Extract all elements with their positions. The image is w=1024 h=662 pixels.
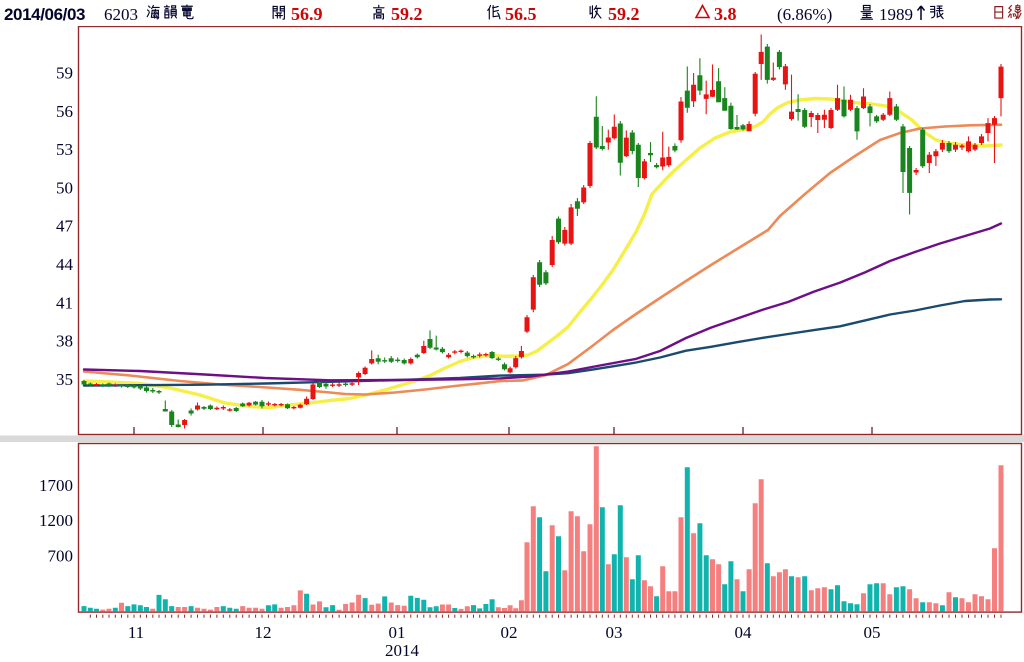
svg-text:44: 44 xyxy=(56,255,74,274)
svg-text:1700: 1700 xyxy=(39,476,73,495)
svg-text:35: 35 xyxy=(56,370,73,389)
svg-text:38: 38 xyxy=(56,332,73,351)
svg-text:56.5: 56.5 xyxy=(505,4,537,24)
svg-text:1989: 1989 xyxy=(879,5,913,24)
svg-text:700: 700 xyxy=(48,546,74,565)
svg-text:2014: 2014 xyxy=(385,641,420,660)
svg-text:6203: 6203 xyxy=(104,5,138,24)
svg-text:12: 12 xyxy=(255,623,272,642)
svg-text:59.2: 59.2 xyxy=(391,4,423,24)
svg-text:50: 50 xyxy=(56,178,73,197)
svg-text:05: 05 xyxy=(864,623,881,642)
svg-text:53: 53 xyxy=(56,140,73,159)
svg-text:3.8: 3.8 xyxy=(714,4,737,24)
svg-text:59.2: 59.2 xyxy=(608,4,640,24)
svg-text:59: 59 xyxy=(56,64,73,83)
svg-text:2014/06/03: 2014/06/03 xyxy=(4,5,85,24)
svg-text:56.9: 56.9 xyxy=(291,4,323,24)
svg-text:02: 02 xyxy=(501,623,518,642)
svg-text:(6.86%): (6.86%) xyxy=(777,5,832,24)
svg-text:04: 04 xyxy=(735,623,753,642)
svg-text:1200: 1200 xyxy=(39,511,73,530)
svg-text:03: 03 xyxy=(606,623,623,642)
svg-text:47: 47 xyxy=(56,217,74,236)
svg-text:11: 11 xyxy=(128,623,144,642)
svg-text:41: 41 xyxy=(56,293,73,312)
svg-text:56: 56 xyxy=(56,102,73,121)
svg-text:01: 01 xyxy=(389,623,406,642)
